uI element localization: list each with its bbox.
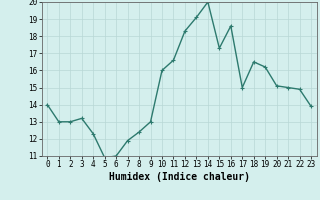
X-axis label: Humidex (Indice chaleur): Humidex (Indice chaleur) xyxy=(109,172,250,182)
